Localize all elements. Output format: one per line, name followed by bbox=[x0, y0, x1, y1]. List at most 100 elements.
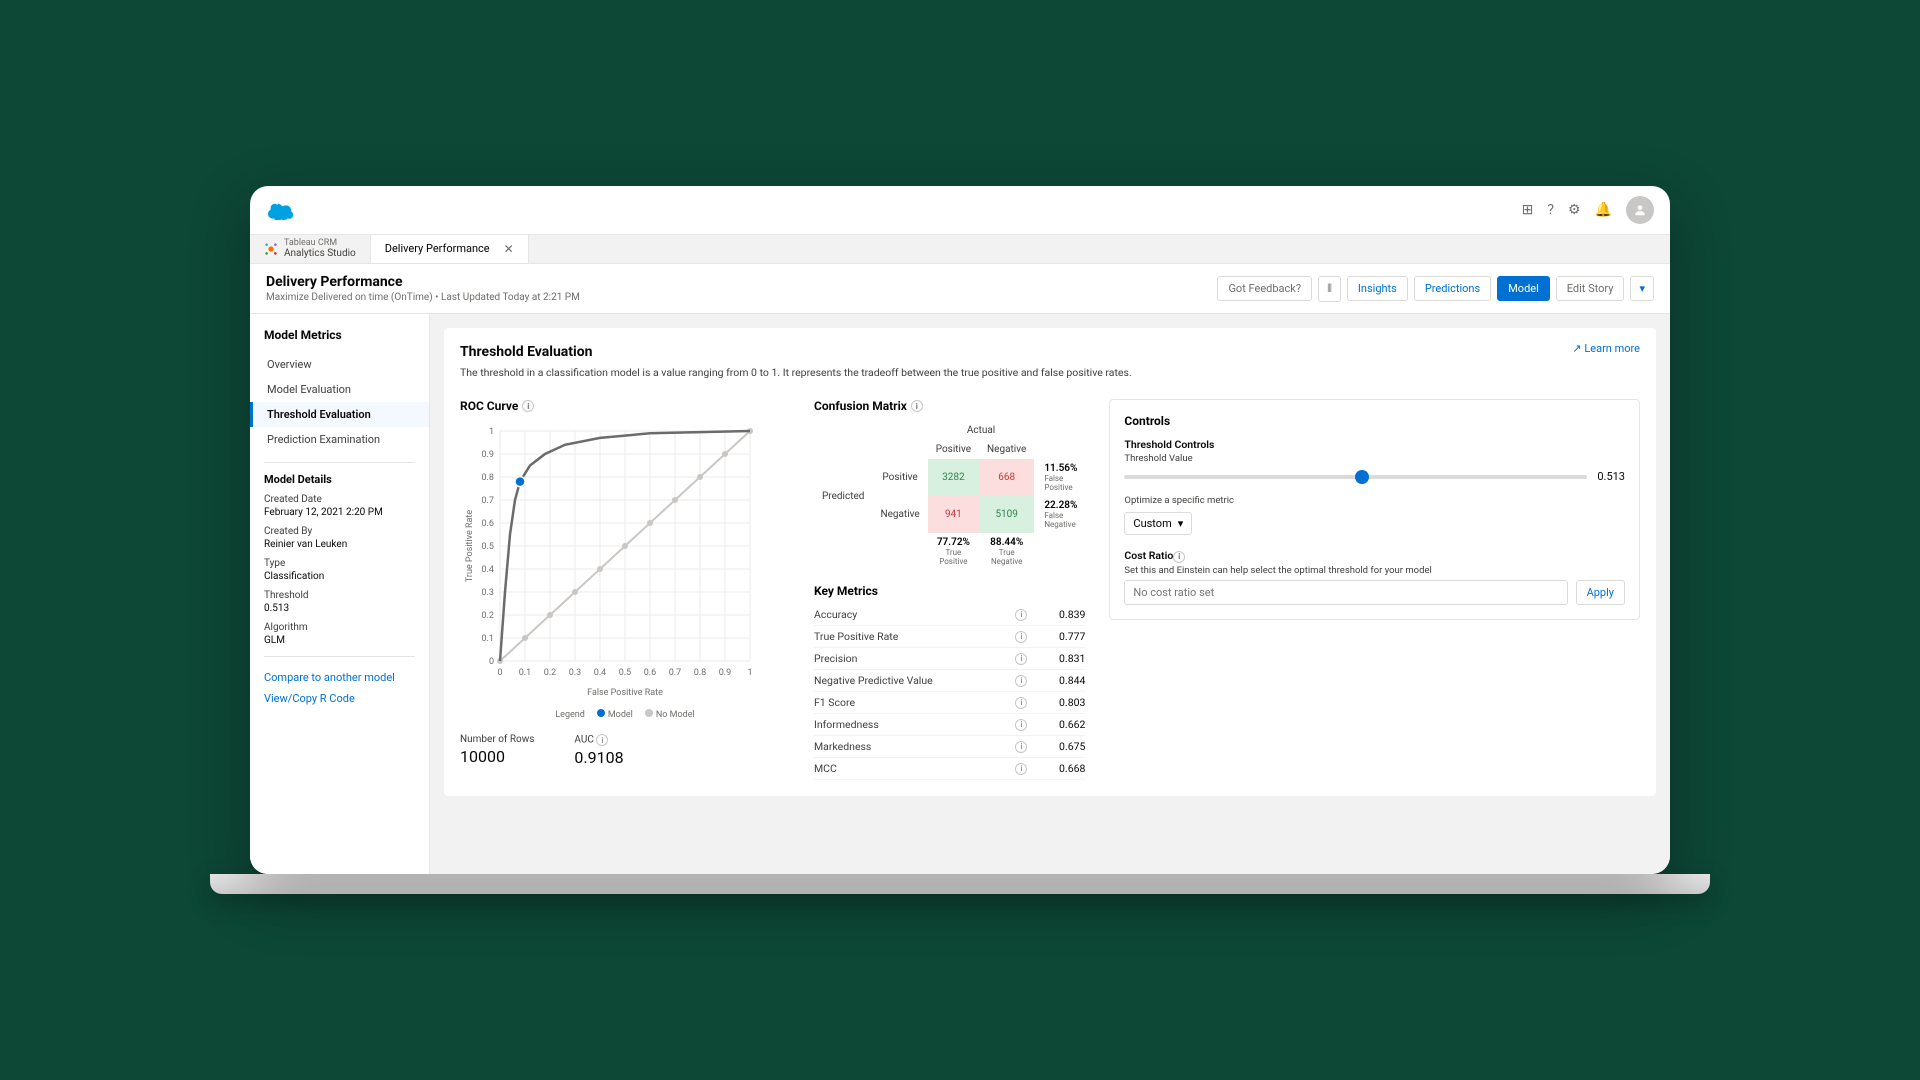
auc-value: 0.9108 bbox=[574, 748, 623, 767]
brand-line2: Analytics Studio bbox=[284, 248, 356, 259]
sidebar-link[interactable]: View/Copy R Code bbox=[250, 688, 429, 709]
sidebar-item-threshold-evaluation[interactable]: Threshold Evaluation bbox=[250, 402, 429, 427]
km-row: Negative Predictive Valuei0.844 bbox=[814, 670, 1085, 692]
sidebar-item-model-evaluation[interactable]: Model Evaluation bbox=[250, 377, 429, 402]
svg-text:True Positive Rate: True Positive Rate bbox=[465, 510, 475, 582]
confusion-matrix: Actual PositiveNegative Predicted Positi… bbox=[814, 421, 1085, 570]
svg-text:0.8: 0.8 bbox=[482, 473, 495, 483]
menu-button[interactable]: ⦀ bbox=[1318, 276, 1341, 302]
threshold-label: Threshold Value bbox=[1124, 453, 1625, 464]
svg-text:0.1: 0.1 bbox=[519, 668, 532, 678]
detail-label: Threshold bbox=[264, 590, 415, 601]
svg-text:1: 1 bbox=[489, 427, 494, 437]
avatar[interactable] bbox=[1626, 196, 1654, 224]
optimize-label: Optimize a specific metric bbox=[1124, 495, 1625, 506]
legend-model: Model bbox=[597, 709, 633, 720]
apps-icon[interactable]: ⊞ bbox=[1522, 202, 1534, 218]
tab-analytics-studio[interactable]: Tableau CRM Analytics Studio bbox=[250, 235, 371, 264]
tab-delivery-performance[interactable]: Delivery Performance ✕ bbox=[371, 235, 529, 264]
roc-title: ROC Curve bbox=[460, 399, 518, 413]
legend-label: Legend bbox=[555, 710, 585, 720]
km-row: Accuracyi0.839 bbox=[814, 604, 1085, 626]
detail-label: Type bbox=[264, 558, 415, 569]
info-icon[interactable]: i bbox=[1015, 763, 1027, 775]
info-icon[interactable]: i bbox=[911, 400, 923, 412]
auc-label: AUC i bbox=[574, 734, 623, 746]
notifications-icon[interactable]: 🔔 bbox=[1595, 202, 1612, 218]
svg-text:0: 0 bbox=[489, 657, 494, 667]
svg-text:0.9: 0.9 bbox=[482, 450, 495, 460]
svg-text:False Positive Rate: False Positive Rate bbox=[587, 688, 663, 698]
settings-icon[interactable]: ⚙ bbox=[1568, 202, 1581, 218]
sidebar-title: Model Metrics bbox=[250, 328, 429, 352]
page-subtitle: Maximize Delivered on time (OnTime) • La… bbox=[266, 292, 580, 303]
chevron-down-icon: ▾ bbox=[1178, 517, 1184, 530]
detail-value: Classification bbox=[264, 571, 415, 582]
detail-label: Created By bbox=[264, 526, 415, 537]
info-icon[interactable]: i bbox=[1015, 675, 1027, 687]
info-icon[interactable]: i bbox=[1015, 609, 1027, 621]
threshold-controls-title: Threshold Controls bbox=[1124, 438, 1625, 451]
predictions-button[interactable]: Predictions bbox=[1414, 276, 1491, 301]
svg-text:0.5: 0.5 bbox=[482, 542, 495, 552]
detail-value: GLM bbox=[264, 635, 415, 646]
cost-ratio-desc: Set this and Einstein can help select th… bbox=[1124, 565, 1625, 576]
insights-button[interactable]: Insights bbox=[1347, 276, 1408, 301]
optimize-select[interactable]: Custom▾ bbox=[1124, 512, 1192, 535]
detail-label: Algorithm bbox=[264, 622, 415, 633]
svg-text:0.4: 0.4 bbox=[594, 668, 607, 678]
km-row: Precisioni0.831 bbox=[814, 648, 1085, 670]
rows-value: 10000 bbox=[460, 747, 534, 766]
info-icon[interactable]: i bbox=[1015, 631, 1027, 643]
cost-ratio-input[interactable] bbox=[1124, 580, 1567, 605]
edit-story-button[interactable]: Edit Story bbox=[1556, 276, 1625, 301]
tab-label: Delivery Performance bbox=[385, 242, 490, 255]
info-icon[interactable]: i bbox=[1015, 653, 1027, 665]
svg-text:1: 1 bbox=[747, 668, 752, 678]
cm-fp: 668 bbox=[979, 459, 1034, 496]
svg-text:0.9: 0.9 bbox=[719, 668, 732, 678]
detail-value: Reinier van Leuken bbox=[264, 539, 415, 550]
info-icon[interactable]: i bbox=[596, 734, 608, 746]
km-row: True Positive Ratei0.777 bbox=[814, 626, 1085, 648]
svg-text:0.3: 0.3 bbox=[482, 588, 495, 598]
info-icon[interactable]: i bbox=[1015, 719, 1027, 731]
km-row: Markednessi0.675 bbox=[814, 736, 1085, 758]
rows-label: Number of Rows bbox=[460, 734, 534, 745]
more-dropdown[interactable]: ▾ bbox=[1630, 276, 1654, 301]
legend-nomodel: No Model bbox=[645, 709, 695, 720]
close-icon[interactable]: ✕ bbox=[504, 242, 514, 256]
threshold-slider[interactable] bbox=[1124, 475, 1587, 479]
km-row: Informednessi0.662 bbox=[814, 714, 1085, 736]
svg-text:0.8: 0.8 bbox=[694, 668, 707, 678]
svg-text:0.2: 0.2 bbox=[482, 611, 495, 621]
info-icon[interactable]: i bbox=[1015, 741, 1027, 753]
svg-text:0.5: 0.5 bbox=[619, 668, 632, 678]
section-title: Threshold Evaluation bbox=[460, 344, 1640, 360]
svg-text:0.4: 0.4 bbox=[482, 565, 495, 575]
salesforce-logo bbox=[266, 200, 294, 220]
sidebar-item-prediction-examination[interactable]: Prediction Examination bbox=[250, 427, 429, 452]
km-row: MCCi0.668 bbox=[814, 758, 1085, 780]
threshold-value: 0.513 bbox=[1597, 470, 1625, 483]
svg-text:0.6: 0.6 bbox=[644, 668, 657, 678]
info-icon[interactable]: i bbox=[1015, 697, 1027, 709]
cm-fn: 941 bbox=[928, 496, 979, 533]
section-description: The threshold in a classification model … bbox=[460, 366, 1640, 379]
sidebar-link[interactable]: Compare to another model bbox=[250, 667, 429, 688]
learn-more-link[interactable]: ↗ Learn more bbox=[1572, 342, 1640, 355]
page-title: Delivery Performance bbox=[266, 274, 580, 290]
svg-text:0.3: 0.3 bbox=[569, 668, 582, 678]
model-button[interactable]: Model bbox=[1497, 276, 1550, 301]
cm-tn: 5109 bbox=[979, 496, 1034, 533]
info-icon[interactable]: i bbox=[1173, 551, 1185, 563]
model-details-title: Model Details bbox=[264, 473, 415, 486]
roc-chart: 000.10.10.20.20.30.30.40.40.50.50.60.60.… bbox=[460, 421, 760, 701]
help-icon[interactable]: ? bbox=[1547, 202, 1554, 218]
cm-title: Confusion Matrix bbox=[814, 399, 907, 413]
detail-value: 0.513 bbox=[264, 603, 415, 614]
info-icon[interactable]: i bbox=[522, 400, 534, 412]
sidebar-item-overview[interactable]: Overview bbox=[250, 352, 429, 377]
feedback-button[interactable]: Got Feedback? bbox=[1217, 276, 1312, 301]
apply-button[interactable]: Apply bbox=[1576, 580, 1625, 605]
